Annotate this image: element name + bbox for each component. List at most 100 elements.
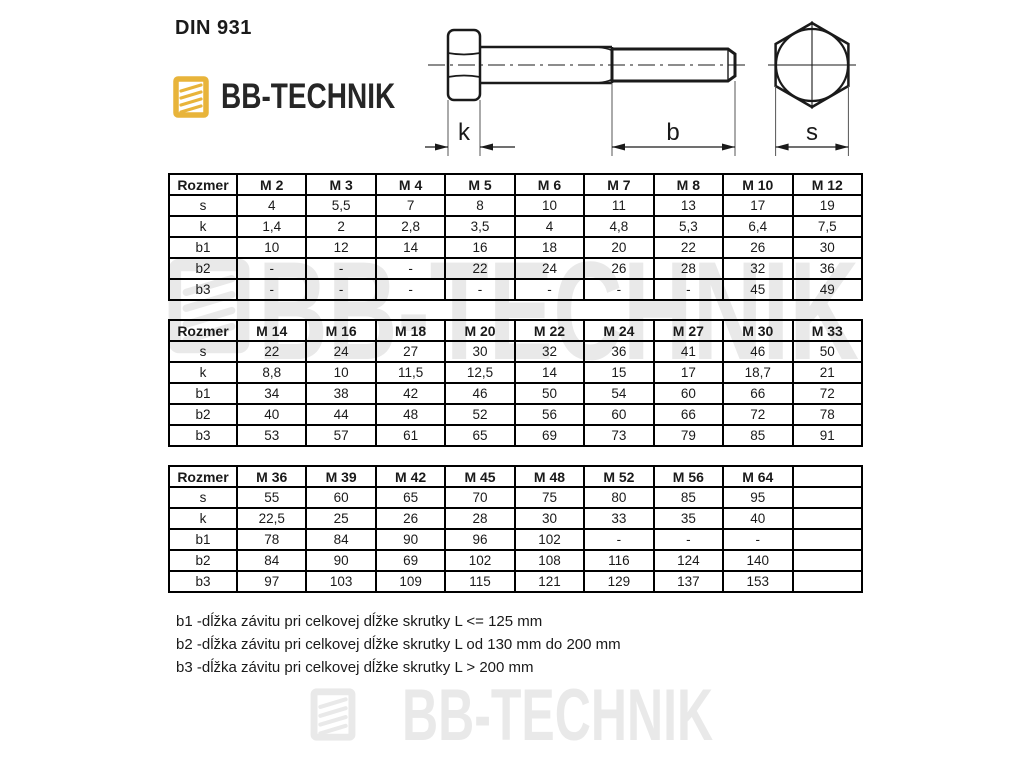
table-row: b1 78 84 90 96 102- - - xyxy=(168,528,863,551)
dimension-value: 26 xyxy=(583,257,655,280)
dimension-value: 50 xyxy=(791,340,863,363)
row-label: b2 xyxy=(168,549,238,572)
table-row: b3 53 57 61 65 69 73 79 85 91 xyxy=(168,424,863,447)
column-header: M 5 xyxy=(444,173,516,196)
dimension-value: 54 xyxy=(583,382,655,405)
dimension-value: 65 xyxy=(444,424,516,447)
brand-name: BB-TECHNIK xyxy=(221,77,396,116)
dimension-value: - xyxy=(235,257,308,280)
dimension-value: 46 xyxy=(722,340,794,363)
dimension-value: 108 xyxy=(513,549,586,572)
dimension-value: - xyxy=(652,278,725,301)
row-label: b3 xyxy=(168,424,238,447)
row-label: b1 xyxy=(168,382,238,405)
table-row: b2- - -22 24 26 28 32 36 xyxy=(168,257,863,280)
dimension-value: 96 xyxy=(444,528,516,551)
column-header: M 18 xyxy=(374,319,447,342)
column-header: M 64 xyxy=(722,465,794,488)
dimension-value: 15 xyxy=(583,361,655,384)
dimension-value: 19 xyxy=(791,194,863,217)
dimension-value: 124 xyxy=(652,549,725,572)
dimension-value: 69 xyxy=(374,549,447,572)
dimension-value: 36 xyxy=(583,340,655,363)
table-row: b1 10 12 14 16 18 20 22 26 30 xyxy=(168,236,863,259)
column-header: M 12 xyxy=(791,173,863,196)
dimension-value: 60 xyxy=(583,403,655,426)
dimension-value: - xyxy=(583,528,655,551)
dimension-value: 28 xyxy=(652,257,725,280)
dimension-value: 90 xyxy=(374,528,447,551)
dimension-value: 109 xyxy=(374,570,447,593)
row-label: s xyxy=(168,194,238,217)
dimension-value: 115 xyxy=(444,570,516,593)
dimension-value: 1,4 xyxy=(235,215,308,238)
table-row: k 8,8 10 11,5 12,5 14 15 17 18,7 21 xyxy=(168,361,863,384)
column-header: M 48 xyxy=(513,465,586,488)
dimension-value xyxy=(791,528,863,551)
row-label: b3 xyxy=(168,278,238,301)
dimension-value: 48 xyxy=(374,403,447,426)
dimension-value: 2 xyxy=(305,215,377,238)
table-row: b3- - - - - - -45 49 xyxy=(168,278,863,301)
bolt-technical-drawing: k b s xyxy=(425,21,856,156)
dimension-value: 49 xyxy=(791,278,863,301)
note-b3: b3 -dĺžka závitu pri celkovej dĺžke skru… xyxy=(176,659,534,676)
dimension-value: 66 xyxy=(652,403,725,426)
dimension-value: 22 xyxy=(444,257,516,280)
dimension-value: 6,4 xyxy=(722,215,794,238)
dimension-value: - xyxy=(583,278,655,301)
dimension-value: 16 xyxy=(444,236,516,259)
column-header: M 8 xyxy=(652,173,725,196)
dimension-value: 35 xyxy=(652,507,725,530)
dimension-value: 4,8 xyxy=(583,215,655,238)
dimension-value: 18,7 xyxy=(722,361,794,384)
table-row: s 4 5,5 7 8 10 11 13 17 19 xyxy=(168,194,863,217)
dimension-value: - xyxy=(652,528,725,551)
brand-logo: BB-TECHNIK xyxy=(172,76,439,118)
row-label: s xyxy=(168,340,238,363)
dimension-value: 44 xyxy=(305,403,377,426)
dimension-value: 72 xyxy=(722,403,794,426)
dimension-value: 84 xyxy=(305,528,377,551)
column-header: Rozmer xyxy=(168,465,238,488)
footnotes: b1 -dĺžka závitu pri celkovej dĺžke skru… xyxy=(176,610,621,679)
column-header: M 10 xyxy=(722,173,794,196)
dimension-value: - xyxy=(374,278,447,301)
dimension-value: 10 xyxy=(305,361,377,384)
dimension-value: 79 xyxy=(652,424,725,447)
dimension-value: 95 xyxy=(722,486,794,509)
dimension-value: 80 xyxy=(583,486,655,509)
table-row: k 22,5 25 26 28 30 33 35 40 xyxy=(168,507,863,530)
column-header: M 52 xyxy=(583,465,655,488)
dimension-value: - xyxy=(722,528,794,551)
dimension-table-m14-m33: Rozmer M 14 M 16 M 18 M 20 M 22 M 24 M 27 M 30 M … xyxy=(168,319,863,447)
dimension-value: 97 xyxy=(235,570,308,593)
dimension-value: 12 xyxy=(305,236,377,259)
dimension-value: 41 xyxy=(652,340,725,363)
dimension-value: 137 xyxy=(652,570,725,593)
dimension-value: 10 xyxy=(513,194,586,217)
column-header: M 24 xyxy=(583,319,655,342)
dimension-value: 61 xyxy=(374,424,447,447)
dimension-value: 30 xyxy=(444,340,516,363)
dimension-value: 24 xyxy=(305,340,377,363)
dimension-value: 8,8 xyxy=(235,361,308,384)
column-header: M 16 xyxy=(305,319,377,342)
dimension-value: 91 xyxy=(791,424,863,447)
dimension-value: 129 xyxy=(583,570,655,593)
dim-label-b: b xyxy=(666,119,679,146)
dimension-value xyxy=(791,507,863,530)
dimension-value: - xyxy=(235,278,308,301)
dimension-value: 60 xyxy=(652,382,725,405)
row-label: k xyxy=(168,361,238,384)
column-header: Rozmer xyxy=(168,319,238,342)
row-label: b3 xyxy=(168,570,238,593)
dimension-value: 5,3 xyxy=(652,215,725,238)
dimension-value: 14 xyxy=(513,361,586,384)
dimension-value: 21 xyxy=(791,361,863,384)
dimension-value: 11 xyxy=(583,194,655,217)
dimension-value: 69 xyxy=(513,424,586,447)
dimension-value: 121 xyxy=(513,570,586,593)
column-header: M 22 xyxy=(513,319,586,342)
